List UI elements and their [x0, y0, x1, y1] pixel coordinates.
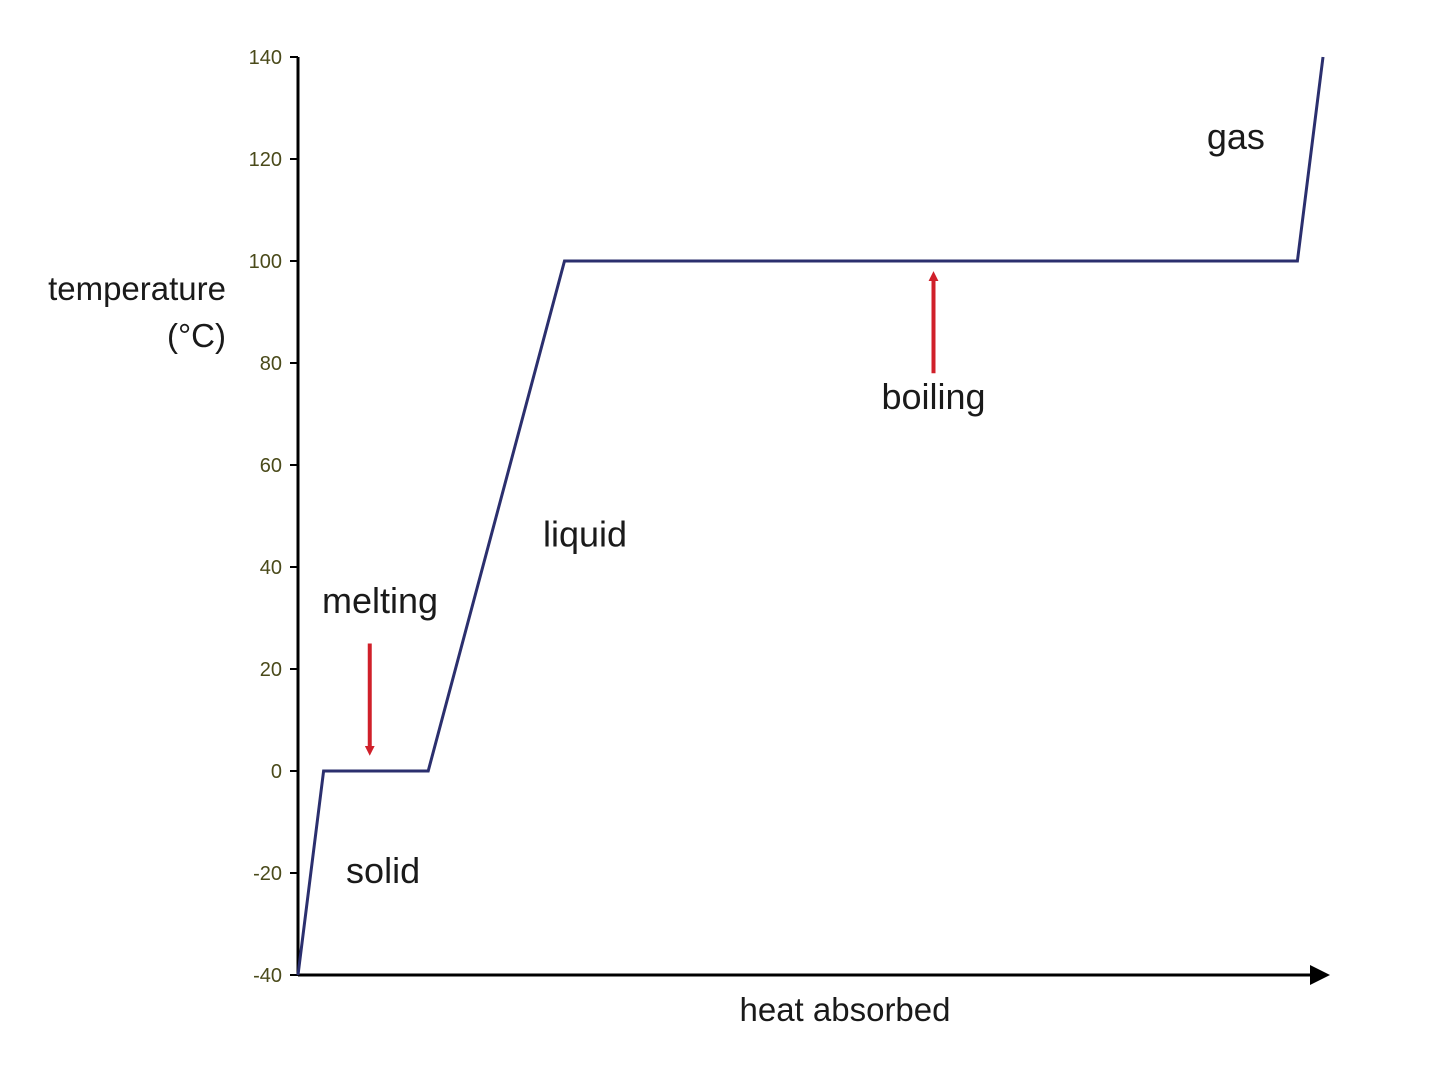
- y-tick-label: 0: [271, 761, 282, 783]
- axes: [296, 57, 1330, 985]
- y-tick-label: 20: [260, 659, 282, 681]
- y-axis-title-line-1: temperature: [48, 270, 226, 307]
- y-tick-label: 40: [260, 557, 282, 579]
- y-axis-title-line-2: (°C): [167, 317, 226, 354]
- phase-label-gas: gas: [1207, 116, 1265, 157]
- phase-label-liquid: liquid: [543, 514, 627, 555]
- y-tick-label: -40: [253, 965, 282, 987]
- y-axis-ticks: -40 -20 0 20 40 60 80 100 120 140: [249, 47, 298, 987]
- phase-label-melting: melting: [322, 580, 438, 621]
- annotations-layer: solid melting liquid boiling gas: [322, 116, 1265, 891]
- x-axis-title: heat absorbed: [739, 991, 950, 1028]
- temperature-curve: [296, 56, 1325, 976]
- phase-label-boiling: boiling: [881, 376, 985, 417]
- x-axis-arrowhead: [1310, 965, 1330, 985]
- y-tick-label: 140: [249, 47, 282, 69]
- y-tick-label: 100: [249, 251, 282, 273]
- phase-label-solid: solid: [346, 850, 420, 891]
- y-tick-label: -20: [253, 863, 282, 885]
- y-tick-label: 60: [260, 455, 282, 477]
- y-tick-label: 120: [249, 149, 282, 171]
- y-tick-label: 80: [260, 353, 282, 375]
- series-layer: [296, 56, 1325, 976]
